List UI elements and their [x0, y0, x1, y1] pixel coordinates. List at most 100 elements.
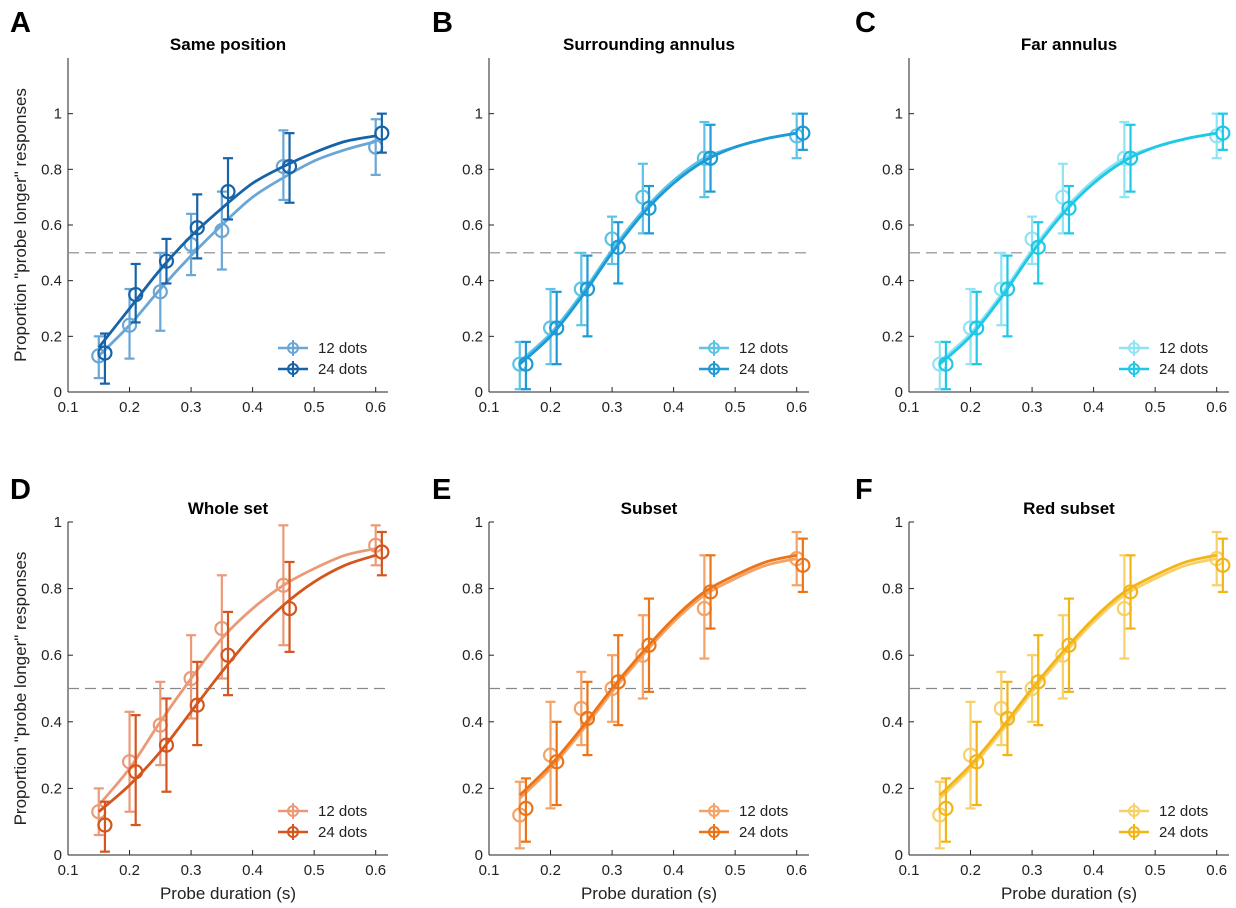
data-point [579, 710, 596, 727]
legend-label: 24 dots [318, 361, 367, 378]
y-tick-label: 0.4 [41, 273, 62, 290]
x-tick-label: 0.6 [1206, 399, 1227, 416]
legend-marker [1128, 342, 1140, 354]
series-24-dots [938, 537, 1231, 843]
x-tick-label: 0.4 [663, 862, 684, 879]
data-point [518, 800, 534, 816]
legend-label: 24 dots [1159, 361, 1208, 378]
y-tick-label: 0 [895, 847, 903, 864]
legend-entry: 12 dots [699, 803, 788, 820]
x-tick-label: 0.2 [540, 862, 561, 879]
x-tick-label: 0.4 [242, 862, 263, 879]
panel-f: F Red subset 0 0.2 0.4 0.6 0.8 1 0.1 0.2 0.3 0.4 0.5… [855, 474, 1231, 903]
y-tick-label: 0.4 [882, 273, 903, 290]
legend-label: 24 dots [318, 824, 367, 841]
y-tick-label: 0.6 [41, 217, 62, 234]
fit-curve [97, 553, 377, 813]
y-tick-label: 0.2 [462, 780, 483, 797]
y-tick-label: 0.6 [462, 647, 483, 664]
series-24-dots [518, 112, 811, 391]
legend-entry: 12 dots [1119, 340, 1208, 357]
x-tick-label: 0.3 [1022, 862, 1043, 879]
fit-curve [518, 553, 797, 797]
y-tick-label: 0 [54, 384, 62, 401]
data-point [1030, 674, 1046, 690]
legend-marker [287, 363, 299, 375]
data-point [938, 356, 954, 372]
x-tick-label: 0.1 [58, 862, 79, 879]
series-12-dots [91, 118, 384, 380]
data-point [220, 647, 236, 663]
legend-marker [708, 363, 720, 375]
panel-letter: F [855, 474, 873, 506]
panel-c: C Far annulus 0 0.2 0.4 0.6 0.8 1 0.1 0.2 0.3 0.4 0.… [855, 7, 1231, 416]
y-tick-label: 0 [475, 384, 483, 401]
y-tick-label: 0.6 [882, 647, 903, 664]
x-tick-label: 0.5 [1145, 399, 1166, 416]
x-tick-label: 0.6 [1206, 862, 1227, 879]
legend-label: 24 dots [1159, 824, 1208, 841]
data-point [281, 600, 298, 617]
x-tick-label: 0.3 [1022, 399, 1043, 416]
y-tick-label: 0.8 [41, 581, 62, 598]
x-tick-label: 0.5 [725, 862, 746, 879]
x-tick-label: 0.2 [540, 399, 561, 416]
legend-label: 12 dots [739, 340, 788, 357]
legend-label: 12 dots [739, 803, 788, 820]
y-tick-label: 1 [895, 514, 903, 531]
data-point [158, 737, 175, 753]
legend-marker [287, 805, 299, 817]
data-point [214, 222, 230, 239]
legend-label: 12 dots [1159, 803, 1208, 820]
y-tick-label: 0.4 [462, 273, 483, 290]
data-point [549, 320, 565, 336]
data-point [1061, 637, 1077, 653]
legend-entry: 24 dots [278, 824, 367, 841]
fit-curve [518, 557, 797, 800]
x-tick-label: 0.4 [1083, 399, 1104, 416]
data-point [220, 184, 236, 200]
data-point [97, 817, 113, 833]
y-tick-label: 0.8 [462, 581, 483, 598]
panel-b: B Surrounding annulus 0 0.2 0.4 0.6 0.8 1 0.1 0.2… [432, 7, 811, 416]
panel-title: Red subset [1023, 499, 1115, 518]
data-point [128, 764, 144, 780]
legend-entry: 12 dots [699, 340, 788, 357]
data-point [999, 710, 1016, 727]
y-tick-label: 0.2 [882, 780, 903, 797]
x-axis-label: Probe duration (s) [160, 884, 296, 903]
panel-title: Whole set [188, 499, 269, 518]
x-tick-label: 0.6 [786, 399, 807, 416]
legend-entry: 12 dots [1119, 803, 1208, 820]
data-point [152, 284, 168, 300]
data-point [1122, 150, 1139, 166]
fit-curve [938, 553, 1217, 797]
legend-entry: 12 dots [278, 340, 367, 357]
panel-title: Surrounding annulus [563, 35, 735, 54]
x-tick-label: 0.5 [304, 862, 325, 879]
x-tick-label: 0.1 [479, 399, 500, 416]
y-tick-label: 0.2 [41, 780, 62, 797]
legend-entry: 24 dots [1119, 824, 1208, 841]
panel-title: Far annulus [1021, 35, 1117, 54]
series-24-dots [97, 530, 390, 853]
legend-label: 24 dots [739, 824, 788, 841]
x-tick-label: 0.4 [242, 399, 263, 416]
data-point [518, 356, 534, 372]
x-tick-label: 0.2 [960, 862, 981, 879]
panel-letter: B [432, 7, 453, 39]
x-tick-label: 0.3 [602, 399, 623, 416]
y-axis-label: Proportion "probe longer" responses [11, 88, 30, 362]
data-point [374, 125, 390, 141]
y-tick-label: 0.6 [462, 217, 483, 234]
y-tick-label: 0.8 [41, 161, 62, 178]
legend-marker [708, 826, 720, 838]
series-24-dots [97, 112, 390, 385]
legend-entry: 12 dots [278, 803, 367, 820]
y-tick-label: 1 [54, 514, 62, 531]
panel-letter: C [855, 7, 876, 39]
fit-curve [97, 547, 376, 806]
data-point [641, 637, 657, 653]
data-point [158, 253, 175, 269]
